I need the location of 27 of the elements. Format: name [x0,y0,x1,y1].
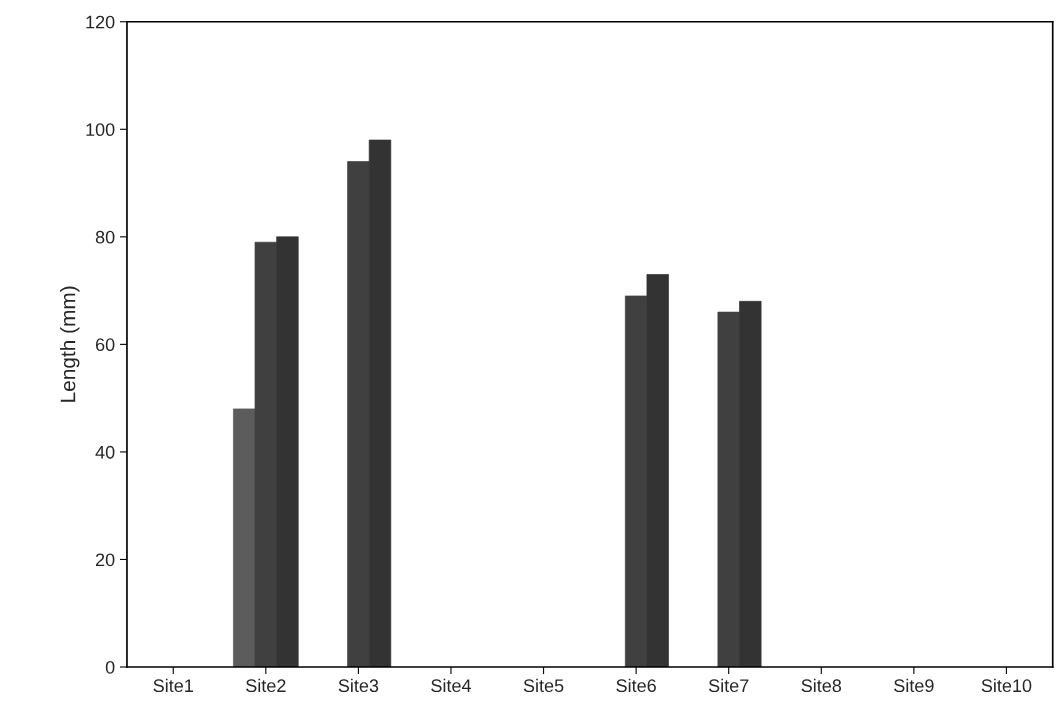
bar [233,408,256,667]
bar [276,236,299,667]
y-tick-label: 20 [95,553,115,567]
x-tick-label: Site6 [616,678,656,693]
bar [717,311,740,667]
x-tick-label: Site5 [523,678,564,693]
x-tick-label: Site8 [801,678,842,693]
y-axis-title: Length (mm) [60,286,80,402]
bar [347,161,370,667]
y-tick-label: 0 [105,660,115,674]
bar [739,301,762,667]
x-tick-label: Site7 [708,678,749,693]
x-tick-label: Site10 [981,678,1032,693]
y-tick-label: 40 [95,445,115,459]
bar [254,241,277,667]
x-tick-label: Site4 [431,678,472,693]
y-tick-label: 80 [95,230,115,244]
x-tick-label: Site3 [338,678,379,693]
y-tick-label: 60 [95,338,115,352]
bar [646,274,669,667]
x-tick-label: Site2 [246,678,286,693]
bar [368,139,392,667]
x-tick-label: Site1 [153,678,193,693]
y-tick-label: 100 [86,123,115,137]
bar [624,295,648,667]
y-tick-label: 120 [86,15,115,29]
x-tick-label: Site9 [894,678,934,693]
